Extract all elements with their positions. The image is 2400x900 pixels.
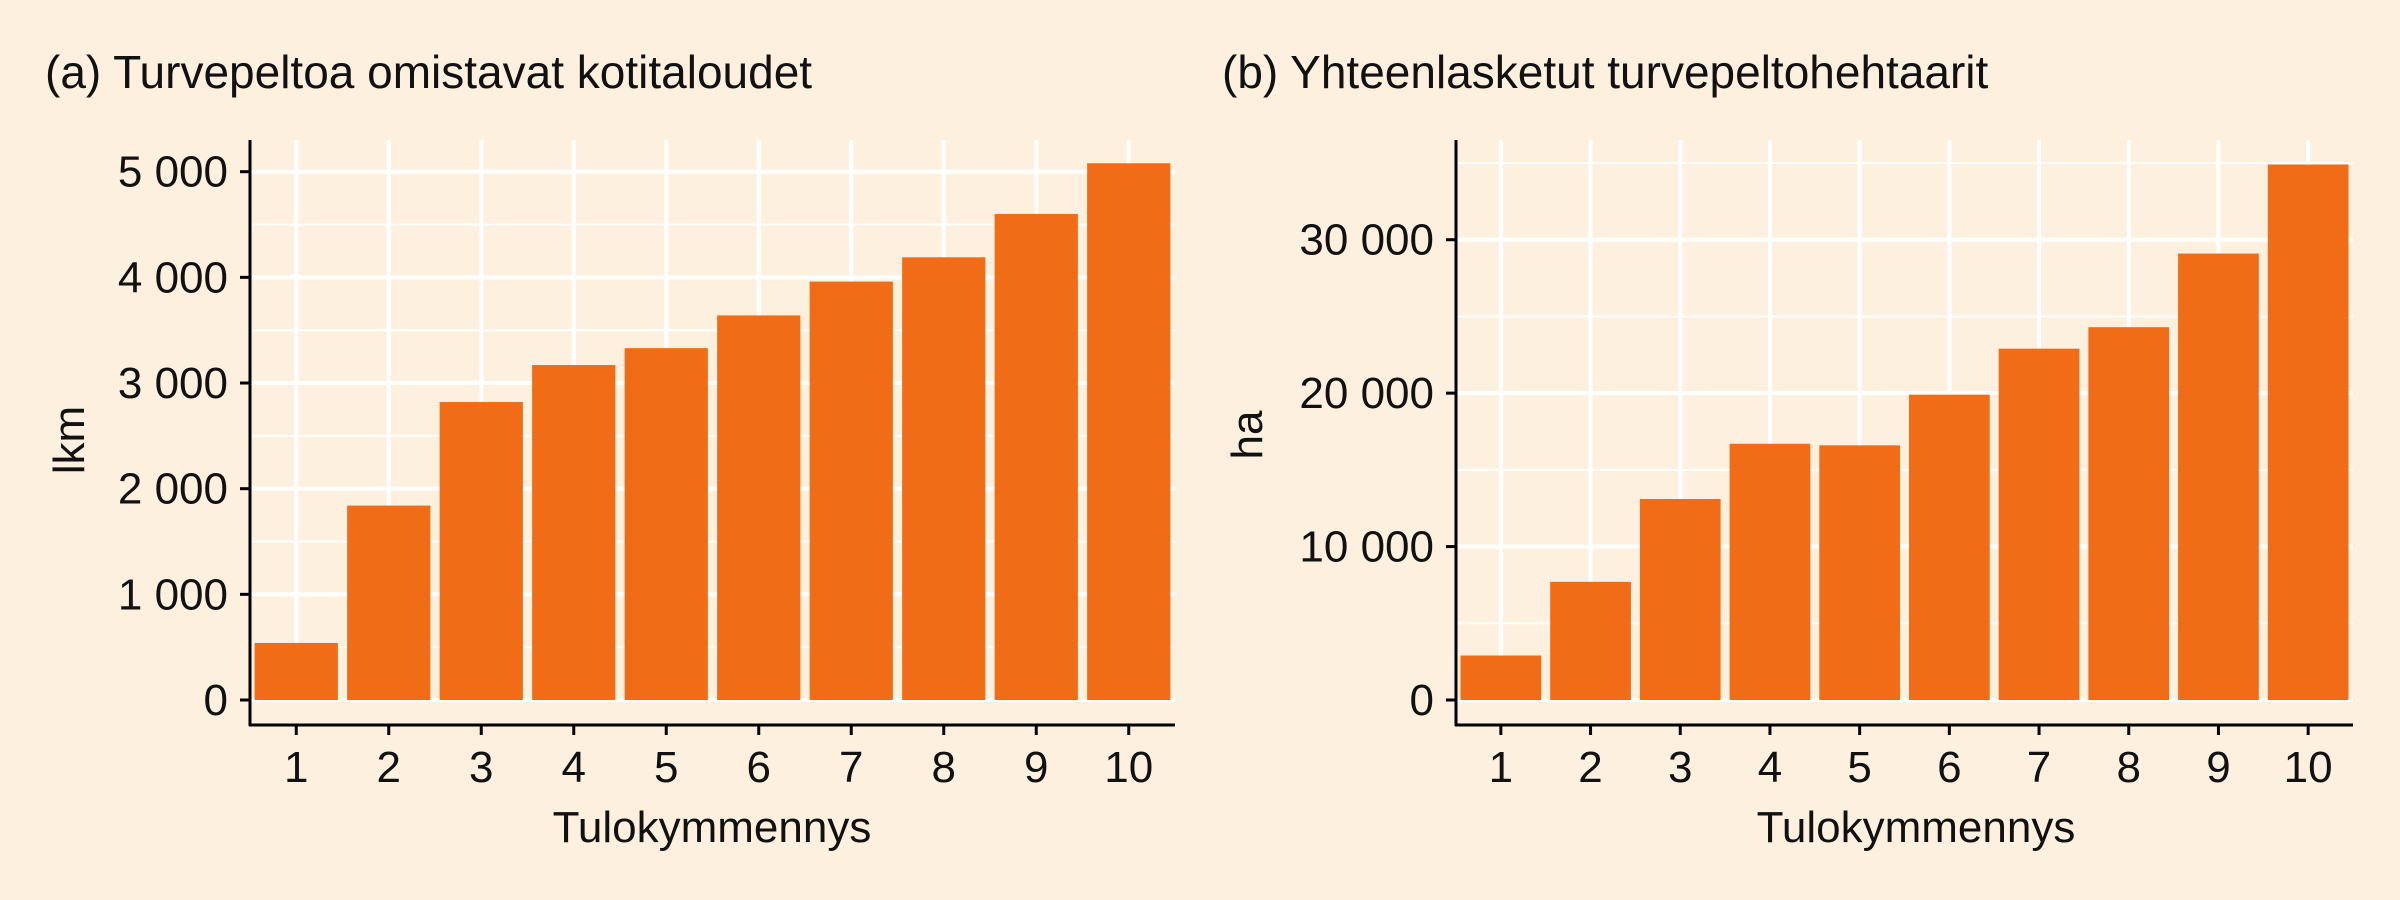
bar-1	[1460, 655, 1542, 700]
x-tick-label: 8	[2117, 743, 2141, 792]
x-tick-label: 3	[469, 743, 493, 792]
bar-3	[1639, 499, 1721, 700]
bar-5	[1819, 445, 1901, 700]
bar-10	[2267, 164, 2349, 700]
x-tick-label: 2	[377, 743, 401, 792]
y-tick-label: 1 000	[118, 570, 228, 619]
bar-4	[532, 365, 616, 700]
bar-6	[717, 315, 801, 700]
panel-a-title: (a) Turvepeltoa omistavat kotitaloudet	[45, 46, 812, 98]
y-tick-label: 10 000	[1299, 523, 1434, 572]
x-tick-label: 6	[1937, 743, 1961, 792]
panel-a-xlabel: Tulokymmennys	[553, 803, 872, 852]
x-tick-label: 3	[1668, 743, 1692, 792]
bar-5	[624, 348, 708, 700]
x-tick-label: 10	[1104, 743, 1153, 792]
panel-a: 0 1 000 2 000 3 000 4 000 5 000 1 2 3 4 5 6 7 8 9 10 (a…	[45, 46, 1175, 852]
bar-2	[347, 505, 431, 700]
panel-b-title: (b) Yhteenlasketut turvepeltohehtaarit	[1222, 46, 1989, 98]
x-tick-label: 9	[2206, 743, 2230, 792]
bar-7	[809, 281, 893, 700]
bar-10	[1087, 163, 1171, 700]
y-tick-label: 30 000	[1299, 216, 1434, 265]
x-tick-label: 4	[562, 743, 586, 792]
panel-b-plot: 0 10 000 20 000 30 000 1 2 3 4 5 6 7 8 9 10	[1299, 140, 2353, 792]
x-tick-label: 7	[839, 743, 863, 792]
x-tick-label: 6	[747, 743, 771, 792]
x-tick-label: 2	[1578, 743, 1602, 792]
x-tick-label: 1	[1489, 743, 1513, 792]
y-tick-label: 0	[204, 676, 228, 725]
bar-9	[994, 213, 1078, 700]
y-tick-label: 4 000	[118, 253, 228, 302]
x-tick-label: 7	[2027, 743, 2051, 792]
x-tick-label: 4	[1758, 743, 1782, 792]
bar-8	[2088, 327, 2170, 700]
panel-b: 0 10 000 20 000 30 000 1 2 3 4 5 6 7 8 9 10 (b) Yhtee…	[1222, 46, 2353, 852]
bar-8	[902, 257, 986, 700]
bar-7	[1998, 348, 2080, 700]
panel-b-ylabel: ha	[1223, 410, 1272, 459]
panel-a-ylabel: lkm	[45, 406, 94, 474]
x-tick-label: 1	[284, 743, 308, 792]
bar-1	[254, 642, 338, 700]
bar-4	[1729, 443, 1811, 700]
y-tick-label: 20 000	[1299, 369, 1434, 418]
panel-a-plot: 0 1 000 2 000 3 000 4 000 5 000 1 2 3 4 5 6 7 8 9 10	[118, 140, 1175, 792]
y-tick-label: 3 000	[118, 359, 228, 408]
bar-3	[439, 402, 523, 700]
bar-2	[1550, 581, 1631, 700]
bar-9	[2178, 253, 2259, 700]
panel-b-xlabel: Tulokymmennys	[1757, 803, 2076, 852]
x-tick-label: 10	[2284, 743, 2333, 792]
x-tick-label: 5	[654, 743, 678, 792]
bar-6	[1908, 394, 1990, 700]
x-tick-label: 8	[932, 743, 956, 792]
y-tick-label: 5 000	[118, 148, 228, 197]
x-tick-label: 5	[1847, 743, 1871, 792]
x-tick-label: 9	[1024, 743, 1048, 792]
y-tick-label: 0	[1410, 676, 1434, 725]
y-tick-label: 2 000	[118, 465, 228, 514]
